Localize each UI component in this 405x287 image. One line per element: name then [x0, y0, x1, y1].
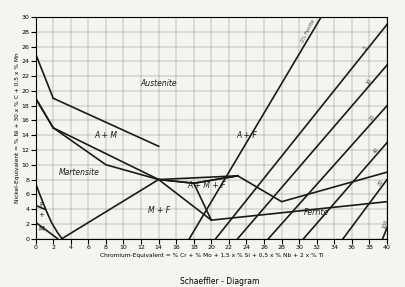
Text: F: F	[39, 202, 43, 208]
Text: Ferrite: Ferrite	[303, 208, 328, 217]
Text: Schaeffler - Diagram: Schaeffler - Diagram	[179, 277, 258, 286]
Text: 5: 5	[362, 45, 367, 50]
Text: 100: 100	[381, 218, 388, 229]
Text: 40: 40	[372, 146, 380, 154]
Text: A + M + F: A + M + F	[187, 181, 226, 190]
Text: 10: 10	[364, 78, 372, 86]
Text: Martensite: Martensite	[59, 168, 100, 177]
Text: Austenite: Austenite	[140, 79, 177, 88]
Text: A + M: A + M	[94, 131, 117, 140]
X-axis label: Chromium-Equivalent = % Cr + % Mo + 1,5 x % Si + 0,5 x % Nb + 2 x % Ti: Chromium-Equivalent = % Cr + % Mo + 1,5 …	[99, 253, 322, 258]
Text: 20: 20	[368, 114, 376, 122]
Text: +: +	[38, 212, 44, 218]
Text: M: M	[38, 226, 44, 232]
Text: A + F: A + F	[236, 131, 256, 140]
Y-axis label: Nickel-Equivalent = % Ni + 30 x % C + 0,5 x % Mn: Nickel-Equivalent = % Ni + 30 x % C + 0,…	[15, 53, 20, 203]
Text: M + F: M + F	[147, 206, 169, 215]
Text: 80: 80	[377, 179, 384, 187]
Text: 0% Ferrite: 0% Ferrite	[300, 19, 316, 44]
